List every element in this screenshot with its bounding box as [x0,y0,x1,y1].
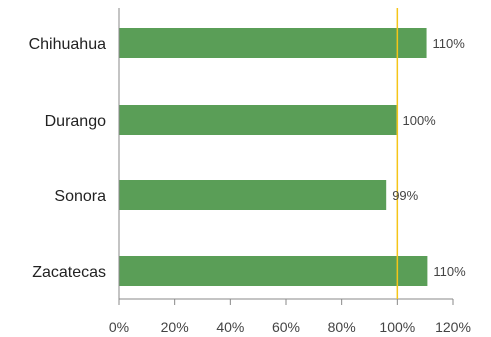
x-tick-label: 80% [328,319,356,335]
bar-durango [119,105,397,135]
x-tick-label: 20% [161,319,189,335]
x-tick-label: 40% [216,319,244,335]
data-label-durango: 100% [402,113,436,128]
x-tick-label: 100% [379,319,415,335]
data-label-zacatecas: 110% [433,264,466,279]
bar-chihuahua [119,28,427,58]
bars-layer [119,28,428,286]
category-label-zacatecas: Zacatecas [32,264,106,281]
category-label-durango: Durango [45,113,106,130]
x-ticks-layer: 0% 20% 40% 60% 80% 100% 120% [109,299,471,335]
x-tick-label: 60% [272,319,300,335]
x-tick-label: 120% [435,319,471,335]
bar-zacatecas [119,256,428,286]
x-tick-label: 0% [109,319,129,335]
labels-layer: Chihuahua 110% Durango 100% Sonora 99% Zacatec… [29,36,467,281]
category-label-chihuahua: Chihuahua [29,36,107,53]
category-label-sonora: Sonora [54,188,106,205]
data-label-sonora: 99% [392,188,418,203]
data-label-chihuahua: 110% [433,36,466,51]
bar-sonora [119,180,387,210]
